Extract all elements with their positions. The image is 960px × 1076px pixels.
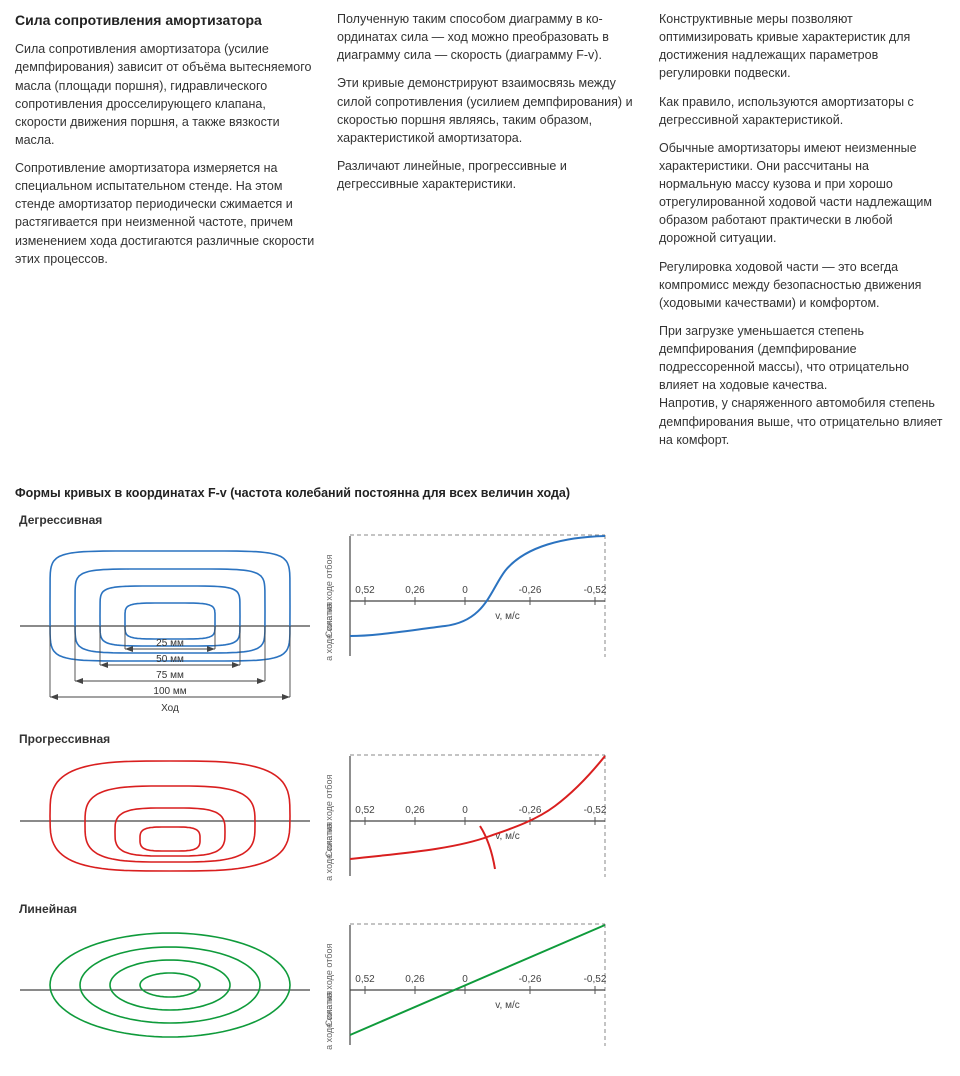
svg-text:100 мм: 100 мм <box>153 686 186 697</box>
svg-text:0,26: 0,26 <box>405 805 425 816</box>
curve-label: Дегрессивная <box>19 512 945 529</box>
fv-chart: Сила на ходе отбояСила на ходе сжатия0,5… <box>320 751 620 881</box>
page-title: Сила сопротивления амортизатора <box>15 10 315 30</box>
svg-text:Сила на ходе сжатия: Сила на ходе сжатия <box>324 602 334 661</box>
svg-text:-0,52: -0,52 <box>584 974 607 985</box>
svg-text:75 мм: 75 мм <box>156 670 184 681</box>
svg-text:50 мм: 50 мм <box>156 654 184 665</box>
svg-text:25 мм: 25 мм <box>156 638 184 649</box>
left-p1: Сила сопротивления амортизатора (усилие … <box>15 40 315 149</box>
fv-panel: Сила на ходе отбояСила на ходе сжатия0,5… <box>320 531 630 661</box>
svg-text:-0,52: -0,52 <box>584 805 607 816</box>
svg-text:-0,52: -0,52 <box>584 585 607 596</box>
svg-text:v, м/с: v, м/с <box>495 1000 519 1011</box>
left-column: Сила сопротивления амортизатора Сила соп… <box>15 10 315 459</box>
mid-p1: Полученную таким способом диаграмму в ко… <box>337 10 637 64</box>
svg-text:-0,26: -0,26 <box>519 974 542 985</box>
loops-panel <box>15 920 315 1060</box>
fv-panel: Сила на ходе отбояСила на ходе сжатия0,5… <box>320 751 630 881</box>
loops-panel <box>15 751 315 891</box>
mid-column: Полученную таким способом диаграмму в ко… <box>337 10 637 459</box>
right-p4: Регулировка ходовой части — это всегда к… <box>659 258 945 312</box>
diagram-row: Сила на ходе отбояСила на ходе сжатия0,5… <box>15 751 945 891</box>
svg-text:0,52: 0,52 <box>355 805 375 816</box>
svg-text:-0,26: -0,26 <box>519 585 542 596</box>
svg-text:0,26: 0,26 <box>405 974 425 985</box>
curve-label: Линейная <box>19 901 945 918</box>
mid-p3: Различают линейные, прогрессивные и дегр… <box>337 157 637 193</box>
diagram-row: 25 мм50 мм75 мм100 ммХодСила на ходе отб… <box>15 531 945 721</box>
svg-text:v, м/с: v, м/с <box>495 611 519 622</box>
diagrams-title: Формы кривых в координатах F-v (частота … <box>15 484 945 502</box>
svg-text:0: 0 <box>462 805 468 816</box>
right-p2: Как правило, используются амортизаторы с… <box>659 93 945 129</box>
force-stroke-loops: 25 мм 50 мм 75 мм 100 мм Ход <box>15 531 315 721</box>
fv-chart: Сила на ходе отбояСила на ходе сжатия0,5… <box>320 920 620 1050</box>
right-p1: Конструктивные меры позволяют оптимизиро… <box>659 10 945 83</box>
mid-p2: Эти кривые демонстрируют взаимосвязь меж… <box>337 74 637 147</box>
diagram-row: Сила на ходе отбояСила на ходе сжатия0,5… <box>15 920 945 1060</box>
svg-text:0,52: 0,52 <box>355 585 375 596</box>
svg-text:Сила на ходе сжатия: Сила на ходе сжатия <box>324 991 334 1050</box>
svg-text:Ход: Ход <box>161 703 179 714</box>
loops-panel: 25 мм 50 мм 75 мм 100 мм Ход <box>15 531 315 721</box>
diagrams-host: Дегрессивная 25 мм 50 мм 75 мм 100 мм Ход Сила… <box>15 512 945 1060</box>
svg-text:0,26: 0,26 <box>405 585 425 596</box>
fv-chart: Сила на ходе отбояСила на ходе сжатия0,5… <box>320 531 620 661</box>
right-p5: При загрузке уменьшается степень демпфир… <box>659 322 945 449</box>
text-columns: Сила сопротивления амортизатора Сила соп… <box>15 10 945 459</box>
svg-text:0,52: 0,52 <box>355 974 375 985</box>
right-column: Конструктивные меры позволяют оптимизиро… <box>659 10 945 459</box>
svg-text:-0,26: -0,26 <box>519 805 542 816</box>
svg-text:Сила на ходе сжатия: Сила на ходе сжатия <box>324 821 334 880</box>
left-p2: Сопротивление амортизатора измеряется на… <box>15 159 315 268</box>
force-stroke-loops <box>15 751 315 891</box>
force-stroke-loops <box>15 920 315 1060</box>
fv-panel: Сила на ходе отбояСила на ходе сжатия0,5… <box>320 920 630 1050</box>
svg-text:0: 0 <box>462 585 468 596</box>
curve-label: Прогрессивная <box>19 731 945 748</box>
right-p3: Обычные амортизаторы имеют неизменные ха… <box>659 139 945 248</box>
